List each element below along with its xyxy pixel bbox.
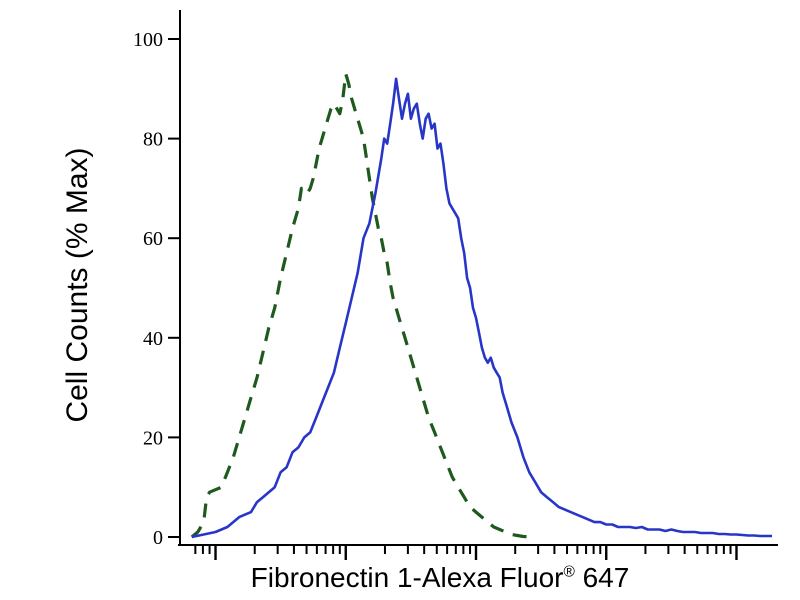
y-axis-tick-label: 100: [133, 29, 163, 51]
x-axis-label-suffix: 647: [574, 562, 630, 593]
y-axis-label: Cell Counts (% Max): [61, 147, 94, 423]
y-axis-tick-label: 40: [143, 328, 163, 350]
y-axis-tick-label: 60: [143, 228, 163, 250]
x-axis-label: Fibronectin 1-Alexa Fluor® 647: [150, 562, 730, 594]
solid-blue-curve: [191, 77, 772, 539]
registered-trademark-symbol: ®: [563, 563, 575, 581]
x-axis-label-main: Fibronectin 1-Alexa Fluor: [250, 562, 564, 593]
dashed-green-curve: [190, 72, 536, 539]
y-axis-tick-label: 80: [143, 129, 163, 151]
y-axis-tick-label: 20: [143, 427, 163, 449]
y-axis-tick-label: 0: [153, 527, 163, 549]
